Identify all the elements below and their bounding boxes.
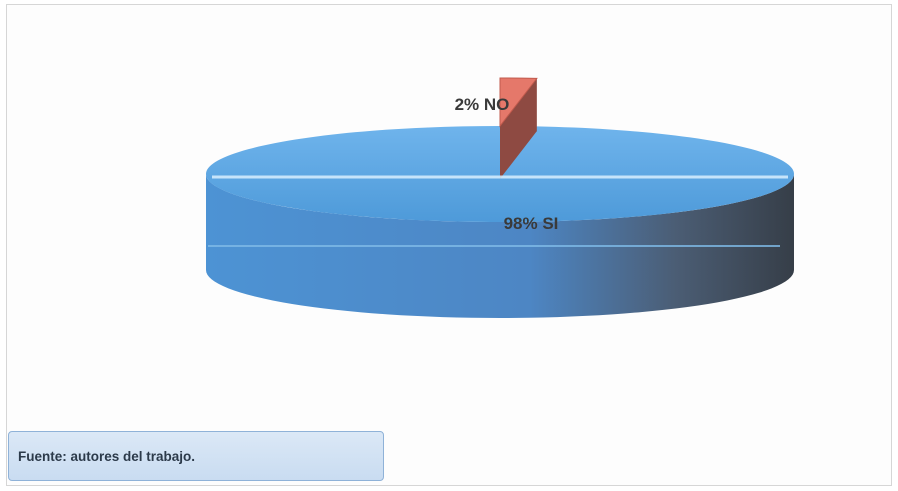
source-note-box: Fuente: autores del trabajo. [8,431,384,481]
source-note: Fuente: autores del trabajo. [18,448,196,464]
pie-slice-no-side [500,78,537,179]
pie-label-no: 2% NO [455,95,510,114]
pie-slice-si [205,126,794,223]
pie-slice-no [499,77,538,128]
pie-label-si: 98% SI [504,214,559,233]
